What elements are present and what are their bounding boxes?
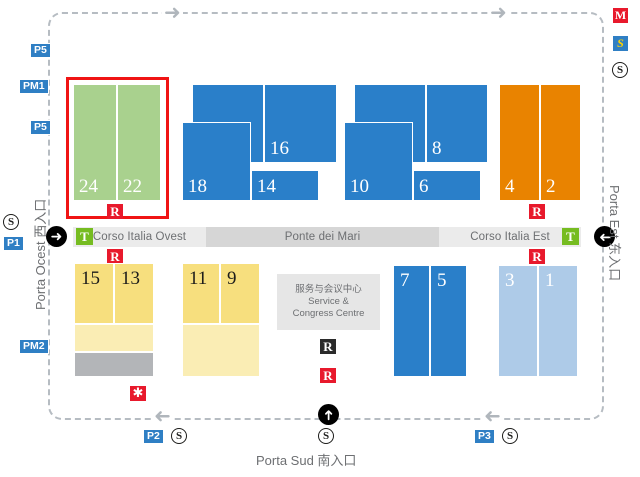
hall-8[interactable]: 8 <box>426 84 488 163</box>
hall-9[interactable]: 9 <box>220 263 260 324</box>
hall-18-number: 18 <box>188 176 207 197</box>
hall-1[interactable]: 1 <box>538 265 578 377</box>
info-point-star-icon[interactable]: ✱ <box>130 386 146 401</box>
hall-10-number: 10 <box>350 176 369 197</box>
gate-label-west: Porta Ocest 西入口 <box>33 198 48 310</box>
restaurant-marker-black-centre[interactable]: R <box>320 339 336 354</box>
hall-10[interactable]: 10 <box>344 122 413 201</box>
hall-11-number: 11 <box>189 268 208 289</box>
service-centre-label-cn: 服务与会议中心 <box>295 283 362 295</box>
ring-arrow-north-east: ➜ <box>488 0 509 24</box>
tram-stop-east-icon[interactable]: T <box>562 228 579 245</box>
entrance-east-arrow-icon[interactable]: ➜ <box>594 226 615 247</box>
hall-15-number: 15 <box>81 268 100 289</box>
hall-6-number: 6 <box>419 176 429 197</box>
hall-16-number: 16 <box>270 138 289 159</box>
hall-16[interactable]: 16 <box>264 84 337 163</box>
metro-badge-m[interactable]: M <box>613 8 628 23</box>
gate-label-east: Porta Est 东入口 <box>607 185 622 282</box>
hall-9-number: 9 <box>227 268 237 289</box>
suburban-badge-s[interactable]: S <box>613 36 628 51</box>
parking-badge-p5-upper[interactable]: P5 <box>30 43 51 59</box>
hall-22-number: 22 <box>123 176 142 197</box>
hall-24-number: 24 <box>79 176 98 197</box>
hall-5-number: 5 <box>437 270 447 291</box>
hall-13[interactable]: 13 <box>114 263 154 324</box>
street-corso-italia-ovest[interactable]: Corso Italia Ovest <box>73 227 206 247</box>
hall-22[interactable]: 22 <box>117 84 161 201</box>
hall-6[interactable]: 6 <box>413 170 481 201</box>
entrance-south-arrow-icon[interactable]: ➜ <box>318 404 339 425</box>
parking-badge-p1[interactable]: P1 <box>3 236 24 252</box>
hall-8-number: 8 <box>432 138 442 159</box>
stop-circle-west[interactable]: S <box>3 214 19 230</box>
hall-4-number: 4 <box>505 176 515 197</box>
restaurant-marker-green-block[interactable]: R <box>107 204 123 219</box>
service-congress-centre[interactable]: 服务与会议中心 Service & Congress Centre <box>277 274 380 330</box>
hall-4[interactable]: 4 <box>499 84 540 201</box>
hall-3-number: 3 <box>505 270 515 291</box>
parking-badge-p5-lower[interactable]: P5 <box>30 120 51 136</box>
hall-11[interactable]: 11 <box>182 263 220 324</box>
tram-stop-west-icon[interactable]: T <box>76 228 93 245</box>
hall-18[interactable]: 18 <box>182 122 251 201</box>
hall-5[interactable]: 5 <box>430 265 467 377</box>
gate-label-south: Porta Sud 南入口 <box>256 453 357 468</box>
hall-annex-cream-east[interactable] <box>182 324 260 377</box>
service-centre-label-en2: Congress Centre <box>292 308 365 320</box>
entrance-west-arrow-icon[interactable]: ➜ <box>46 226 67 247</box>
restaurant-marker-yellow-west[interactable]: R <box>107 249 123 264</box>
street-ponte-dei-mari[interactable]: Ponte dei Mari <box>206 227 439 247</box>
hall-annex-cream-west[interactable] <box>74 324 154 352</box>
restaurant-marker-lightblue[interactable]: R <box>529 249 545 264</box>
street-corso-italia-est-label: Corso Italia Est <box>470 231 550 243</box>
restaurant-marker-orange-block[interactable]: R <box>529 204 545 219</box>
selection-highlight-24-22 <box>66 77 169 219</box>
ring-arrow-north-west: ➜ <box>162 0 183 24</box>
ring-arrow-south-east: ➜ <box>482 405 503 429</box>
parking-badge-p3[interactable]: P3 <box>474 429 495 445</box>
service-centre-label-en1: Service & <box>308 295 349 307</box>
hall-1-number: 1 <box>545 270 555 291</box>
restaurant-marker-red-centre[interactable]: R <box>320 368 336 383</box>
stop-circle-southwest[interactable]: S <box>171 428 187 444</box>
parking-badge-pm2[interactable]: PM2 <box>19 339 49 355</box>
hall-3[interactable]: 3 <box>498 265 538 377</box>
parking-badge-p2[interactable]: P2 <box>143 429 164 445</box>
hall-2-number: 2 <box>546 176 556 197</box>
parking-badge-pm1[interactable]: PM1 <box>19 79 49 95</box>
street-corso-italia-ovest-label: Corso Italia Ovest <box>92 231 187 243</box>
hall-24[interactable]: 24 <box>73 84 117 201</box>
street-ponte-dei-mari-label: Ponte dei Mari <box>284 231 361 243</box>
hall-2[interactable]: 2 <box>540 84 581 201</box>
hall-14[interactable]: 14 <box>251 170 319 201</box>
stop-circle-south[interactable]: S <box>318 428 334 444</box>
hall-annex-grey-west[interactable] <box>74 352 154 377</box>
stop-circle-northeast[interactable]: S <box>612 62 628 78</box>
hall-15[interactable]: 15 <box>74 263 114 324</box>
stop-circle-southeast[interactable]: S <box>502 428 518 444</box>
hall-7-number: 7 <box>400 270 410 291</box>
hall-14-number: 14 <box>257 176 276 197</box>
ring-arrow-south-west: ➜ <box>152 405 173 429</box>
street-corso-italia-est[interactable]: Corso Italia Est <box>439 227 581 247</box>
hall-7[interactable]: 7 <box>393 265 430 377</box>
hall-13-number: 13 <box>121 268 140 289</box>
